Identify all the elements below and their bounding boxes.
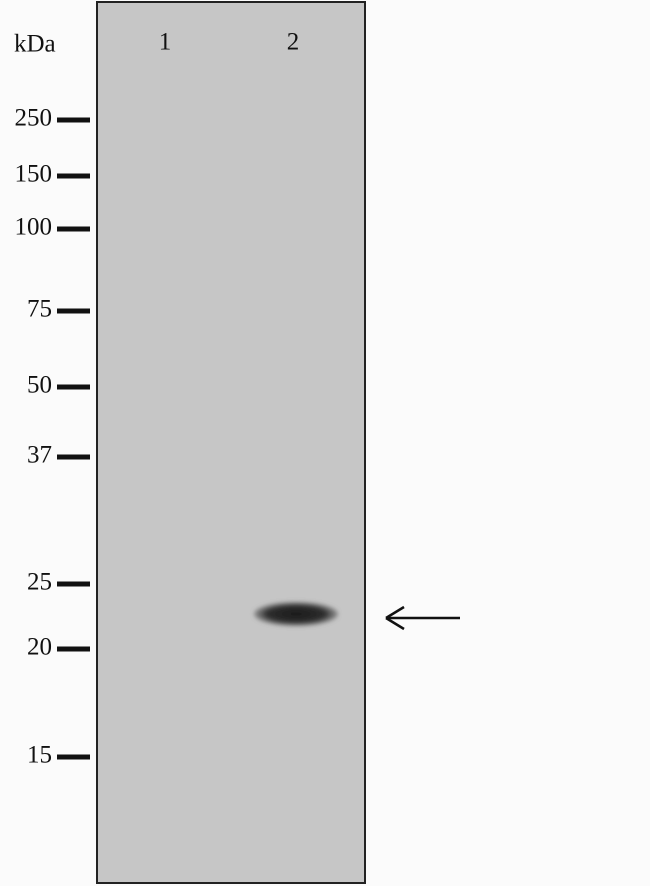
marker-ladder: 250 150 100 75 50 37 25 20 15: [15, 105, 90, 769]
lane-label: 1: [159, 29, 172, 56]
protein-band: [254, 602, 338, 626]
membrane: [96, 1, 366, 884]
lane-label: 2: [287, 29, 300, 56]
marker-label: 100: [15, 214, 53, 241]
marker-label: 75: [27, 296, 52, 323]
arrow: [385, 605, 460, 631]
marker-label: 25: [27, 569, 52, 596]
marker-label: 15: [27, 742, 52, 769]
marker-label: 50: [27, 372, 52, 399]
marker-label: 20: [27, 634, 52, 661]
marker-label: 37: [27, 442, 52, 469]
unit-label: kDa: [14, 31, 56, 58]
marker-label: 250: [15, 105, 53, 132]
marker-label: 150: [15, 161, 53, 188]
